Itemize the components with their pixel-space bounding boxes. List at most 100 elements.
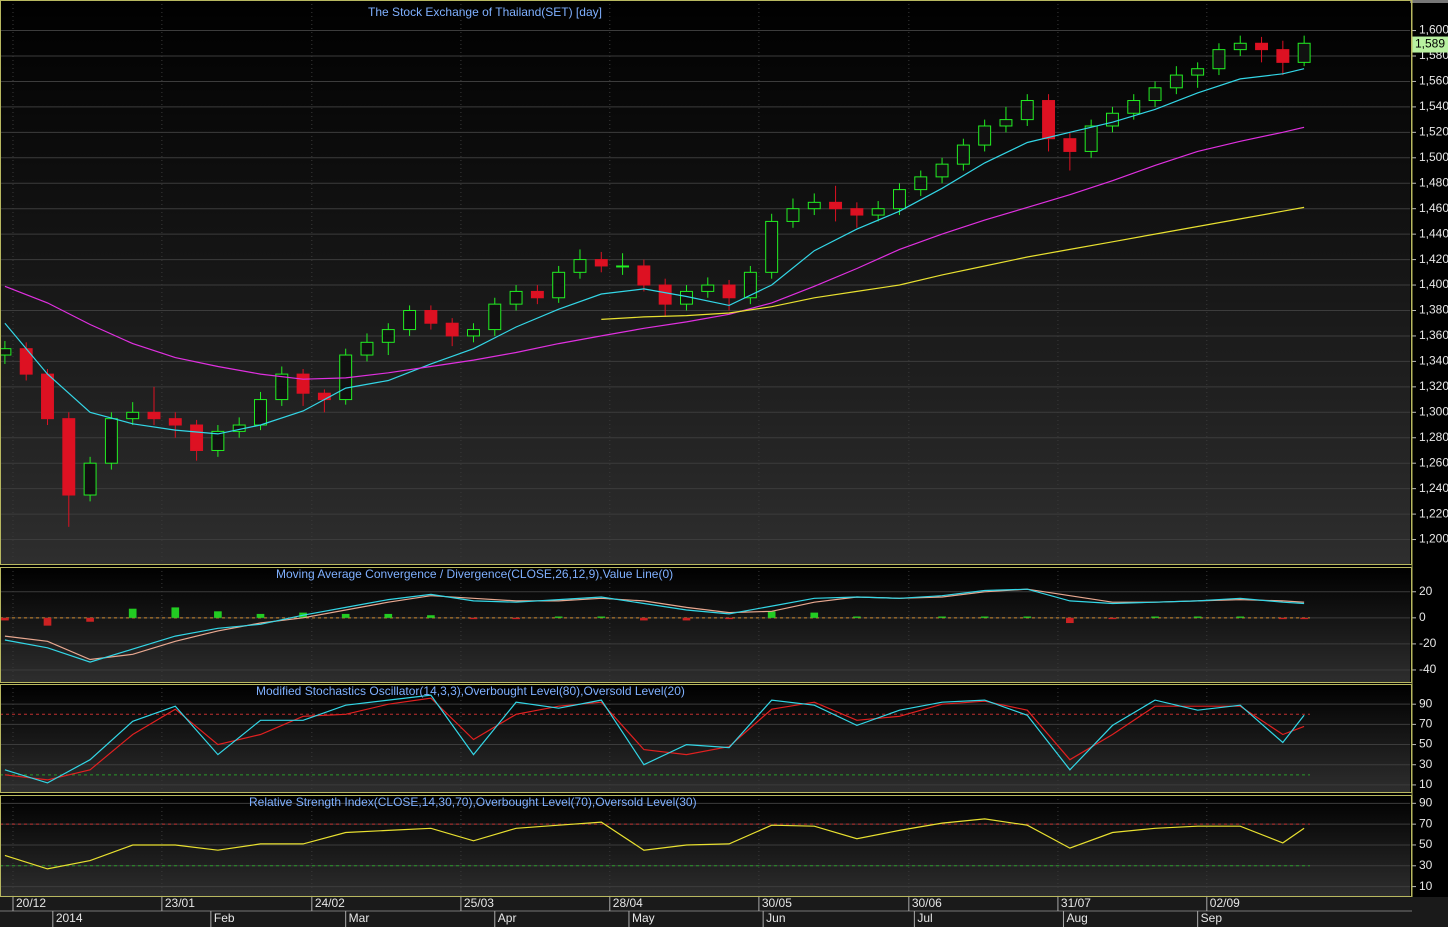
- panel-background: [0, 0, 1410, 565]
- histogram-bar: [341, 613, 350, 618]
- histogram-bar: [725, 617, 733, 620]
- month-tick-label: Mar: [349, 911, 370, 925]
- month-tick-label: Jun: [766, 911, 785, 925]
- histogram-bar: [1236, 616, 1245, 618]
- candle-body: [594, 259, 608, 267]
- candle-body: [935, 163, 949, 178]
- candle-body: [445, 322, 459, 337]
- histogram-bar: [43, 617, 52, 626]
- panel-background: [0, 684, 1410, 793]
- candle-body: [275, 373, 289, 401]
- histogram-bar: [214, 611, 222, 618]
- x-tick-label: 24/02: [315, 896, 345, 910]
- candle-body: [829, 201, 843, 210]
- x-tick-label: 25/03: [464, 896, 494, 910]
- y-tick-label: 30: [1419, 858, 1433, 872]
- indicator-line: [4, 697, 1305, 781]
- candle-body: [701, 284, 715, 292]
- y-tick-label: 20: [1419, 584, 1433, 598]
- histogram-bar: [86, 617, 94, 622]
- panel-title: Relative Strength Index(CLOSE,14,30,70),…: [249, 795, 697, 809]
- panel-background: [0, 795, 1410, 897]
- histogram-bar: [640, 617, 648, 621]
- candle-body: [104, 418, 118, 464]
- histogram-bar: [171, 607, 180, 618]
- candle-body: [552, 271, 566, 299]
- x-tick-label: 30/05: [762, 896, 792, 910]
- panel-title: Modified Stochastics Oscillator(14,3,3),…: [256, 684, 685, 698]
- candle-body: [1233, 42, 1247, 51]
- month-tick-label: Feb: [214, 911, 235, 925]
- histogram-bar: [427, 615, 435, 618]
- y-tick-label: 90: [1419, 795, 1433, 809]
- histogram-bar: [512, 617, 520, 620]
- y-tick-label: 1,340: [1419, 354, 1448, 368]
- y-tick-label: 1,600: [1419, 23, 1448, 37]
- month-tick-label: Jul: [917, 911, 932, 925]
- candle-body: [403, 309, 417, 331]
- y-tick-label: 1,380: [1419, 303, 1448, 317]
- histogram-bar: [554, 616, 563, 618]
- y-tick-label: -40: [1419, 662, 1437, 676]
- candle-body: [1127, 100, 1141, 114]
- moving-average-line: [601, 206, 1305, 320]
- month-tick-label: May: [632, 911, 655, 925]
- candle-body: [1255, 42, 1269, 51]
- histogram-bar: [469, 617, 478, 620]
- y-tick-label: 0: [1419, 610, 1426, 624]
- y-tick-label: 1,560: [1419, 74, 1448, 88]
- x-tick-label: 20/12: [16, 896, 46, 910]
- candle-body: [126, 411, 140, 420]
- histogram-bar: [810, 612, 819, 618]
- histogram-bar: [682, 617, 691, 621]
- histogram-bar: [938, 616, 946, 618]
- histogram-bar: [980, 616, 989, 618]
- y-tick-label: 1,540: [1419, 99, 1448, 113]
- candle-body: [743, 271, 757, 299]
- y-tick-label: 50: [1419, 837, 1433, 851]
- panel-title: The Stock Exchange of Thailand(SET) [day…: [368, 5, 602, 19]
- histogram-bar: [1108, 617, 1117, 620]
- moving-average-line: [4, 68, 1305, 435]
- x-tick-label: 23/01: [165, 896, 195, 910]
- candle-body: [530, 290, 544, 299]
- y-tick-label: 90: [1419, 696, 1433, 710]
- histogram-bar: [1066, 617, 1074, 624]
- histogram-bar: [1151, 616, 1159, 618]
- candle-body: [83, 462, 97, 496]
- y-tick-label: 1,400: [1419, 277, 1448, 291]
- last-price-box: [1412, 36, 1448, 53]
- panel-title: Moving Average Convergence / Divergence(…: [276, 567, 673, 581]
- y-tick-label: 1,500: [1419, 150, 1448, 164]
- candle-body: [211, 430, 225, 451]
- candle-body: [1169, 74, 1183, 89]
- y-tick-label: 1,440: [1419, 226, 1448, 240]
- month-tick-label: Apr: [498, 911, 517, 925]
- candle-body: [168, 418, 182, 426]
- candle-body: [0, 348, 12, 356]
- histogram-bar: [597, 616, 606, 618]
- candle-body: [956, 144, 970, 165]
- x-tick-label: 02/09: [1210, 896, 1240, 910]
- candle-body: [871, 208, 885, 216]
- candle-body: [914, 176, 928, 191]
- histogram-bar: [1, 617, 9, 621]
- candle-body: [41, 373, 54, 420]
- month-tick-label: Sep: [1201, 911, 1223, 925]
- y-tick-label: 1,280: [1419, 430, 1448, 444]
- histogram-bar: [767, 611, 776, 618]
- month-tick-label: Aug: [1066, 911, 1087, 925]
- candle-body: [850, 208, 864, 216]
- y-tick-label: 50: [1419, 737, 1433, 751]
- histogram-bar: [128, 608, 137, 618]
- y-tick-label: 1,480: [1419, 175, 1448, 189]
- y-tick-label: 1,460: [1419, 201, 1448, 215]
- candle-body: [1212, 49, 1226, 70]
- candle-body: [467, 329, 480, 337]
- y-tick-label: 1,300: [1419, 404, 1448, 418]
- candle-body: [892, 189, 906, 210]
- histogram-bar: [384, 613, 393, 618]
- scroll-indicator: [1385, 0, 1448, 3]
- indicator-line: [4, 588, 1305, 661]
